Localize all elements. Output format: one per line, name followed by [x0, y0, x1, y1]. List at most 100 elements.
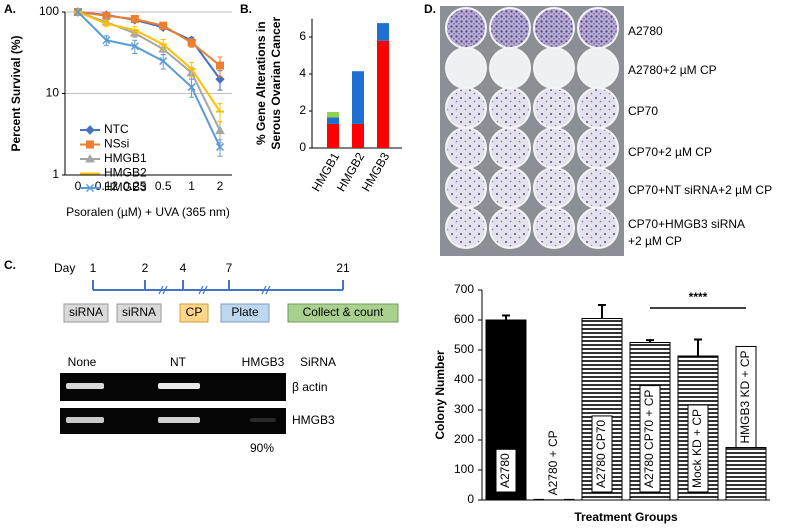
error-bar	[217, 103, 223, 123]
plate	[577, 47, 619, 89]
step-label: siRNA	[122, 305, 156, 319]
lane-label: SiRNA	[300, 355, 336, 369]
point	[102, 36, 111, 45]
x-tick-label: 0	[75, 179, 82, 193]
y-tick-label: 0	[299, 140, 306, 154]
axis-break	[158, 285, 271, 295]
plate	[533, 87, 575, 129]
band-label: β actin	[292, 380, 328, 394]
bar-label: A2780 CP70	[594, 420, 608, 488]
y-tick-label: 4	[299, 66, 306, 80]
y-tick-label: 0	[467, 492, 474, 506]
plate	[533, 47, 575, 89]
step-box	[63, 303, 109, 323]
step-box	[179, 303, 209, 323]
point	[215, 125, 225, 135]
plate	[489, 7, 531, 49]
y-tick-label: 100	[39, 4, 59, 18]
bar-segment	[377, 23, 389, 41]
bar-label-group: A2780 CP70	[591, 415, 613, 493]
plate-label: CP70+NT siRNA+2 µM CP	[628, 183, 772, 197]
point	[187, 38, 196, 47]
plate	[533, 167, 575, 209]
bar	[725, 447, 767, 501]
x-tick-label: 0.5	[155, 179, 172, 193]
point	[85, 125, 95, 135]
point	[159, 21, 168, 30]
plate	[445, 87, 487, 129]
plate-grid	[445, 7, 619, 249]
gel-band	[158, 383, 200, 389]
plate-label: A2780+2 µM CP	[628, 63, 717, 77]
plate	[577, 167, 619, 209]
series-line	[77, 11, 221, 148]
x-tick-label: 1	[188, 179, 195, 193]
point	[215, 143, 225, 152]
plate	[445, 7, 487, 49]
bar-label-group: HMGB3 KD + CP	[735, 345, 757, 448]
legend-label: HMGB3	[104, 180, 147, 194]
point	[159, 57, 168, 66]
plate	[445, 167, 487, 209]
step-box	[220, 303, 270, 323]
bar-label-group: A2780 CP70 + CP	[639, 385, 661, 493]
point	[130, 42, 139, 51]
y-axis-label: Serous Ovarian Cancer	[269, 17, 283, 150]
y-tick-label: 100	[454, 462, 474, 476]
x-tick-label: 0.12	[95, 179, 119, 193]
x-axis-label: Treatment Groups	[574, 510, 678, 524]
plate	[577, 207, 619, 249]
error-bar	[502, 314, 510, 320]
step-label: CP	[186, 305, 203, 319]
panel-label: D.	[424, 2, 436, 16]
plate-label: +2 µM CP	[628, 234, 682, 248]
bar-segment	[327, 111, 339, 118]
bar-label: A2780 + CP	[546, 430, 560, 495]
gel-band	[66, 383, 104, 389]
plate	[489, 47, 531, 89]
panel-label: C.	[4, 258, 16, 272]
error-bar	[694, 338, 702, 356]
plate	[577, 87, 619, 129]
gel-band	[158, 417, 200, 423]
y-axis-label: % Gene Alterations in	[254, 21, 268, 145]
plate	[533, 7, 575, 49]
y-tick-label: 10	[46, 86, 60, 100]
bar-label-box	[591, 415, 613, 493]
knockdown-label: 90%	[250, 441, 274, 455]
bar-label-box	[735, 345, 757, 448]
plate-label: CP70+HMGB3 siRNA	[628, 217, 745, 231]
point	[86, 140, 94, 149]
x-axis-label: Psoralen (µM) + UVA (365 nm)	[66, 205, 230, 219]
bar-segment	[352, 123, 364, 148]
timeline-axis	[92, 280, 344, 291]
y-axis-label: Colony Number	[433, 350, 447, 440]
plate-label: A2780	[628, 24, 663, 38]
series-line	[77, 11, 221, 132]
legend-label: HMGB1	[104, 151, 147, 165]
legend-label: HMGB2	[104, 166, 147, 180]
bar-label: A2780	[498, 453, 512, 488]
bar-label-box	[687, 404, 709, 493]
bar-segment	[377, 40, 389, 149]
plate	[533, 127, 575, 169]
panel-label: A.	[4, 2, 16, 16]
error-bar	[189, 78, 195, 98]
bar-label-group: Mock KD + CP	[687, 404, 709, 493]
bar-label: A2780 CP70 + CP	[642, 390, 656, 488]
x-tick-label: 2	[217, 179, 224, 193]
y-tick-label: 1	[52, 167, 59, 181]
bar-label: HMGB3 KD + CP	[738, 350, 752, 443]
band-label: HMGB3	[292, 413, 335, 427]
error-bar	[598, 304, 606, 319]
plate	[489, 127, 531, 169]
day-number: 21	[336, 261, 350, 275]
step-box	[116, 303, 162, 323]
plate	[533, 207, 575, 249]
error-bar	[646, 339, 654, 343]
plate	[445, 127, 487, 169]
lane-label: NT	[170, 355, 187, 369]
point	[85, 153, 95, 163]
gel-band	[66, 417, 104, 423]
